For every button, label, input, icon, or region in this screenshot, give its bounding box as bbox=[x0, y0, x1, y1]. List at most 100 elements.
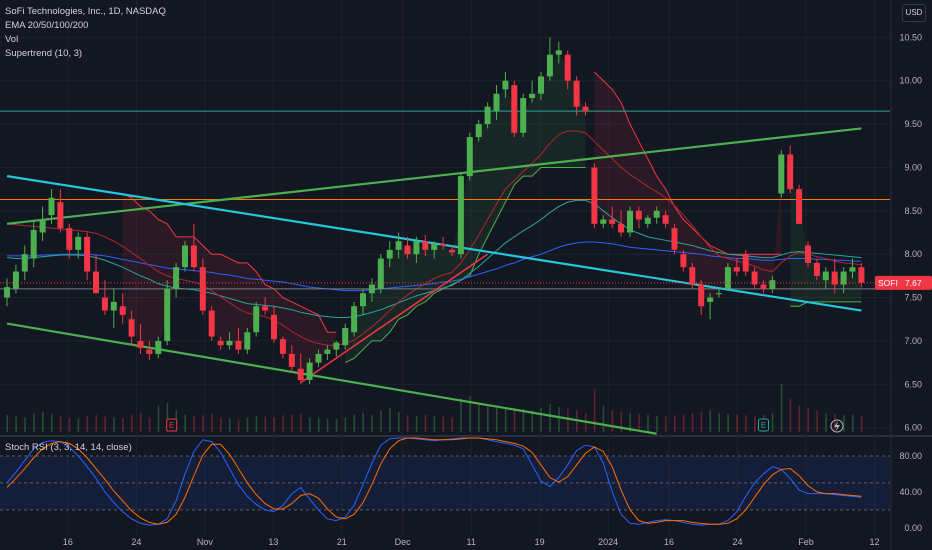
volume-bar bbox=[59, 415, 62, 432]
volume-bar bbox=[513, 408, 516, 432]
price-axis-label: 7.50 bbox=[904, 293, 922, 303]
volume-bar bbox=[718, 412, 720, 432]
candle-body bbox=[466, 137, 473, 177]
candle-body bbox=[386, 249, 393, 259]
candle-body bbox=[796, 189, 803, 224]
candle-body bbox=[555, 50, 562, 55]
candle-body bbox=[627, 210, 633, 233]
candle-body bbox=[698, 284, 705, 307]
candle-body bbox=[182, 245, 188, 268]
candle-body bbox=[493, 93, 500, 112]
volume-bar bbox=[24, 417, 26, 432]
candle-body bbox=[742, 254, 749, 272]
volume-bar bbox=[122, 418, 124, 432]
price-axis-label: 9.00 bbox=[904, 162, 922, 172]
time-axis-label: 16 bbox=[63, 537, 73, 547]
volume-bar bbox=[273, 417, 275, 432]
volume-bar bbox=[166, 403, 169, 432]
price-axis-label: 9.50 bbox=[904, 119, 922, 129]
volume-bar bbox=[300, 413, 302, 432]
candle-body bbox=[4, 287, 10, 298]
candle-body bbox=[128, 319, 135, 337]
candle-body bbox=[368, 284, 375, 294]
candle-body bbox=[849, 267, 856, 272]
volume-bar bbox=[558, 407, 560, 432]
candle-body bbox=[75, 236, 82, 250]
candle-body bbox=[635, 210, 642, 220]
volume-bar bbox=[709, 410, 712, 432]
volume-bar bbox=[380, 410, 382, 432]
chart-legend: SoFi Technologies, Inc., 1D, NASDAQ EMA … bbox=[5, 5, 166, 61]
candle-body bbox=[484, 106, 491, 125]
volume-bar bbox=[424, 414, 427, 432]
volume-bar bbox=[335, 419, 338, 432]
volume-bar bbox=[442, 416, 445, 432]
volume-bar bbox=[780, 384, 783, 432]
volume-bar bbox=[843, 415, 845, 432]
candles bbox=[4, 37, 865, 385]
candle-body bbox=[671, 228, 678, 250]
time-axis-label: Dec bbox=[395, 537, 412, 547]
candle-body bbox=[351, 306, 358, 333]
volume-bar bbox=[344, 417, 347, 432]
time-axis-label: 2024 bbox=[598, 537, 618, 547]
volume-bar bbox=[291, 414, 293, 432]
candle-body bbox=[662, 215, 669, 224]
candle-body bbox=[404, 245, 411, 255]
candle-body bbox=[751, 271, 758, 285]
supertrend-fill bbox=[594, 72, 782, 300]
candle-body bbox=[546, 54, 553, 77]
earnings-marker-label: E bbox=[761, 421, 766, 430]
time-axis-label: 12 bbox=[869, 537, 879, 547]
volume-bar bbox=[825, 412, 827, 432]
ema-200-line bbox=[7, 241, 862, 292]
time-axis-label: Nov bbox=[197, 537, 214, 547]
candle-body bbox=[48, 197, 55, 216]
candle-body bbox=[582, 106, 589, 112]
supertrend-fill bbox=[122, 193, 337, 375]
supertrend-indicator-label[interactable]: Supertrend (10, 3) bbox=[5, 48, 83, 59]
volume-bar bbox=[193, 416, 195, 432]
candle-body bbox=[511, 85, 518, 133]
stoch-rsi-label[interactable]: Stoch RSI (3, 3, 14, 14, close) bbox=[5, 442, 132, 453]
volume-bar bbox=[798, 405, 801, 432]
volume-bar bbox=[148, 417, 151, 432]
volume-bar bbox=[487, 405, 489, 432]
candle-body bbox=[520, 98, 527, 133]
time-axis-label: 13 bbox=[268, 537, 278, 547]
time-axis-label: 11 bbox=[467, 537, 476, 547]
volume-bar bbox=[682, 414, 685, 432]
symbol-title[interactable]: SoFi Technologies, Inc., 1D, NASDAQ bbox=[5, 6, 166, 17]
candle-body bbox=[689, 267, 696, 285]
candle-body bbox=[333, 342, 340, 350]
volume-bar bbox=[228, 418, 231, 432]
volume-bar bbox=[807, 408, 809, 432]
price-tag-value: 7.67 bbox=[905, 278, 922, 288]
candle-body bbox=[653, 210, 660, 218]
price-axis-label: 7.00 bbox=[904, 336, 922, 346]
candle-body bbox=[288, 353, 295, 367]
volume-bar bbox=[460, 398, 462, 432]
volume-bar bbox=[398, 411, 400, 432]
volume-bar bbox=[816, 410, 818, 432]
candle-body bbox=[600, 219, 607, 224]
volume-bar bbox=[522, 408, 525, 432]
ema-indicator-label[interactable]: EMA 20/50/100/200 bbox=[5, 20, 89, 31]
currency-button[interactable]: USD bbox=[902, 4, 926, 22]
candle-body bbox=[137, 340, 144, 348]
volume-bar bbox=[415, 416, 418, 432]
volume-bar bbox=[131, 415, 133, 432]
lightning-icon bbox=[830, 419, 844, 433]
candle-body bbox=[39, 219, 46, 233]
candle-body bbox=[431, 243, 438, 250]
volume-bar bbox=[638, 413, 640, 432]
price-axis-label: 10.00 bbox=[899, 76, 922, 86]
candle-body bbox=[440, 243, 447, 246]
volume-indicator-label[interactable]: Vol bbox=[5, 34, 19, 45]
candle-body bbox=[787, 154, 794, 190]
candle-body bbox=[342, 327, 349, 346]
supertrend-line bbox=[122, 193, 337, 333]
candle-body bbox=[502, 80, 509, 90]
